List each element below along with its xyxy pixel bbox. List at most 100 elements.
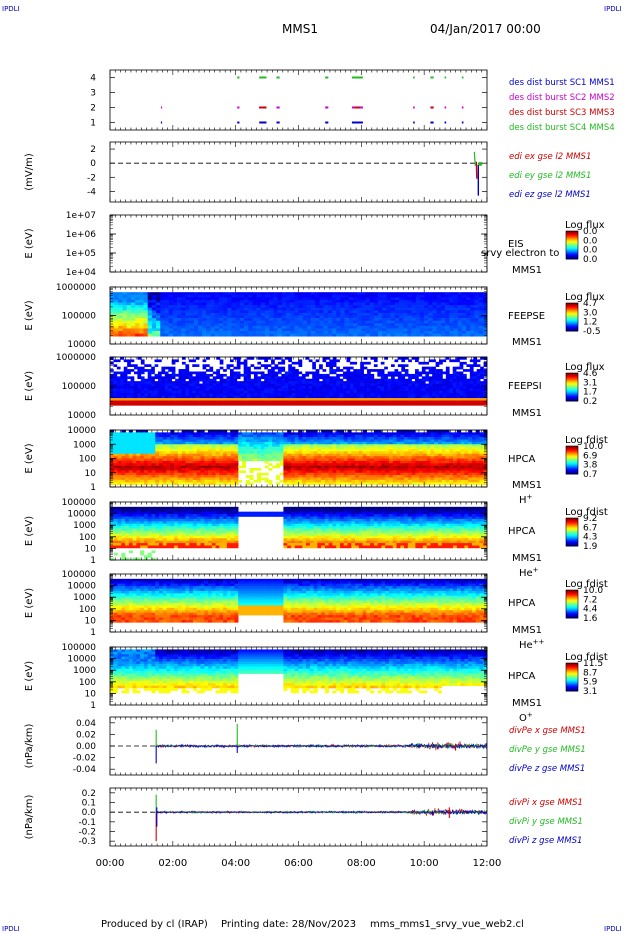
spectrogram-cell xyxy=(164,378,169,382)
spectrogram-cell xyxy=(206,297,211,301)
spectrogram-cell xyxy=(380,361,385,365)
spectrogram-cell xyxy=(139,294,144,298)
spectrogram-cell xyxy=(177,451,182,455)
spectrogram-cell xyxy=(453,294,458,298)
spectrogram-cell xyxy=(202,325,207,329)
spectrogram-cell xyxy=(323,292,329,296)
spectrogram-cell xyxy=(260,325,266,329)
spectrogram-cell xyxy=(356,398,361,401)
spectrogram-cell xyxy=(271,359,275,363)
spectrogram-cell xyxy=(411,390,416,394)
spectrogram-cell xyxy=(113,444,118,447)
spectrogram-cell xyxy=(143,310,148,314)
colorbar-segment xyxy=(566,313,578,316)
spectrogram-cell xyxy=(281,312,287,316)
spectrogram-cell xyxy=(352,315,358,319)
spectrogram-cell xyxy=(247,383,251,387)
spectrogram-cell xyxy=(160,307,165,311)
spectrogram-cell xyxy=(459,383,464,387)
spectrogram-cell xyxy=(442,400,447,404)
spectrogram-cell xyxy=(244,328,249,332)
spectrogram-cell xyxy=(202,371,207,375)
spectrogram-cell xyxy=(208,430,213,433)
spectrogram-cell xyxy=(387,378,392,382)
spectrogram-cell xyxy=(185,441,190,445)
spectrogram-cell xyxy=(415,299,421,303)
spectrogram-cell xyxy=(391,388,395,392)
spectrogram-cell xyxy=(162,468,167,471)
y-tick-label: 100000 xyxy=(62,312,97,322)
spectrogram-cell xyxy=(332,331,337,334)
spectrogram-cell xyxy=(298,297,303,301)
spectrogram-cell xyxy=(147,373,152,377)
spectrogram-cell xyxy=(216,402,220,406)
spectrogram-cell xyxy=(136,479,141,483)
spectrogram-cell xyxy=(432,359,436,363)
spectrogram-cell xyxy=(240,381,244,384)
spectrogram-cell xyxy=(264,373,268,377)
spectrogram-cell xyxy=(457,299,463,303)
spectrogram-cell xyxy=(189,439,194,443)
spectrogram-cell xyxy=(432,333,438,337)
spectrogram-cell xyxy=(332,328,337,332)
spectrogram-cell xyxy=(424,331,429,334)
spectrogram-cell xyxy=(306,318,312,321)
spectrogram-cell xyxy=(243,359,248,363)
spectrogram-cell xyxy=(210,331,216,334)
spectrogram-cell xyxy=(305,400,310,404)
spectrogram-hpca_h xyxy=(110,430,488,485)
spectrogram-cell xyxy=(343,400,347,404)
spectrogram-cell xyxy=(260,331,266,334)
colorbar-segment xyxy=(566,392,578,395)
spectrogram-cell xyxy=(483,371,488,375)
spectrogram-cell xyxy=(235,302,241,306)
spectrogram-cell xyxy=(127,398,131,401)
spectrogram-cell xyxy=(177,432,182,436)
spectrogram-cell xyxy=(181,390,186,394)
spectrogram-cell xyxy=(298,305,303,309)
spectrogram-cell xyxy=(439,378,443,382)
spectrogram-cell xyxy=(260,364,265,367)
spectrogram-cell xyxy=(456,393,460,396)
spectrogram-cell xyxy=(215,430,220,433)
spectrogram-cell xyxy=(166,437,171,440)
spectrogram-cell xyxy=(202,310,207,314)
spectrogram-cell xyxy=(428,381,433,384)
spectrogram-cell xyxy=(360,381,364,384)
spectrogram-cell xyxy=(294,315,299,319)
spectrogram-cell xyxy=(140,434,145,438)
spectrogram-cell xyxy=(185,297,190,301)
spectrogram-cell xyxy=(415,315,421,319)
colorbar-segment xyxy=(566,324,578,326)
spectrogram-cell xyxy=(424,292,429,296)
spectrogram-cell xyxy=(208,460,213,464)
spectrogram-cell xyxy=(123,383,128,387)
spectrogram-cell xyxy=(382,292,387,296)
spectrogram-cell xyxy=(466,388,471,392)
spectrogram-cell xyxy=(329,398,334,401)
spectrogram-cell xyxy=(171,395,176,399)
spectrogram-cell xyxy=(197,315,203,319)
spectrogram-cell xyxy=(219,453,224,457)
spectrogram-cell xyxy=(384,388,388,392)
spectrogram-cell xyxy=(170,437,175,440)
spectrogram-cell xyxy=(122,307,128,311)
spectrogram-cell xyxy=(394,294,400,298)
spectrogram-cell xyxy=(440,292,446,296)
spectrogram-cell xyxy=(428,378,433,382)
spectrogram-cell xyxy=(382,305,387,309)
spectrogram-cell xyxy=(411,292,417,296)
spectrogram-cell xyxy=(219,393,224,396)
spectrogram-cell xyxy=(114,312,119,316)
edi-ey-point xyxy=(478,161,483,166)
spectrogram-cell xyxy=(140,479,145,483)
spectrogram-cell xyxy=(319,395,323,399)
spectrogram-cell xyxy=(432,315,438,319)
spectrogram-cell xyxy=(274,402,279,406)
spectrogram-cell xyxy=(322,357,327,360)
spectrogram-cell xyxy=(257,390,262,394)
spectrogram-cell xyxy=(143,302,148,306)
spectrogram-cell xyxy=(315,386,320,389)
spectrogram-cell xyxy=(408,390,412,394)
spectrogram-cell xyxy=(185,328,190,332)
